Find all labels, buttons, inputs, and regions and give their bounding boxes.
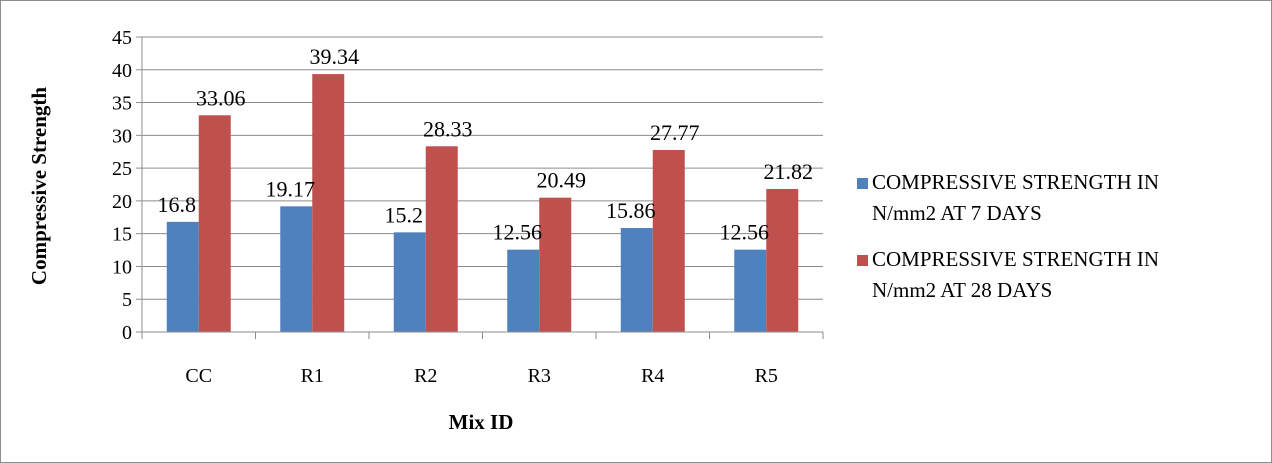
y-axis-title: Compressive Strength	[27, 87, 51, 285]
y-tick-label: 5	[122, 289, 132, 311]
bar	[539, 197, 572, 332]
bar	[280, 206, 313, 332]
data-label: 16.8	[158, 192, 197, 217]
x-tick-label: R5	[755, 365, 778, 387]
bar	[620, 228, 653, 332]
bar	[766, 188, 799, 332]
x-tick-label: R3	[528, 365, 551, 387]
data-label: 12.56	[493, 220, 543, 245]
bar	[166, 221, 199, 332]
data-label: 27.77	[650, 120, 700, 145]
x-tick-label: R1	[301, 365, 324, 387]
x-tick-label: R2	[414, 365, 437, 387]
x-axis: CC R1 R2 R3 R4 R5	[141, 37, 824, 387]
bar	[425, 146, 458, 332]
bar	[198, 115, 231, 332]
bar	[734, 249, 767, 332]
y-tick-label: 25	[112, 158, 132, 180]
y-tick-label: 0	[122, 322, 132, 344]
data-label: 20.49	[537, 168, 587, 193]
data-label: 15.2	[385, 202, 424, 227]
y-tick-label: 15	[112, 224, 132, 246]
legend-swatch	[857, 178, 868, 189]
bar	[507, 249, 540, 332]
bar	[652, 149, 685, 332]
legend-label: COMPRESSIVE STRENGTH IN	[872, 247, 1159, 271]
y-axis-ticks: 0 5 10 15 20 25 30 35 40 45	[112, 27, 142, 344]
y-tick-label: 35	[112, 93, 132, 115]
y-tick-label: 40	[112, 60, 132, 82]
bar	[393, 232, 426, 332]
legend: COMPRESSIVE STRENGTH IN N/mm2 AT 7 DAYS CO…	[857, 170, 1159, 302]
gridlines	[142, 36, 823, 333]
x-tick-label: R4	[641, 365, 664, 387]
x-axis-title: Mix ID	[449, 410, 514, 434]
data-label: 15.86	[606, 198, 656, 223]
bar	[312, 74, 345, 333]
data-label: 33.06	[196, 85, 246, 110]
data-label: 39.34	[310, 44, 360, 69]
data-label: 28.33	[423, 116, 473, 141]
y-tick-label: 10	[112, 256, 132, 278]
bars	[166, 74, 799, 333]
data-label: 12.56	[720, 220, 770, 245]
y-tick-label: 30	[112, 125, 132, 147]
data-label: 19.17	[266, 176, 316, 201]
data-labels: 16.8 19.17 15.2 12.56 15.86 12.56 33.06 39.34 28…	[158, 44, 814, 245]
x-tick-label: CC	[185, 365, 212, 387]
data-label: 21.82	[764, 159, 814, 184]
legend-label: N/mm2 AT 7 DAYS	[872, 201, 1042, 225]
legend-label: COMPRESSIVE STRENGTH IN	[872, 170, 1159, 194]
y-tick-label: 20	[112, 191, 132, 213]
legend-label: N/mm2 AT 28 DAYS	[872, 278, 1052, 302]
legend-swatch	[857, 255, 868, 266]
y-tick-label: 45	[112, 27, 132, 49]
